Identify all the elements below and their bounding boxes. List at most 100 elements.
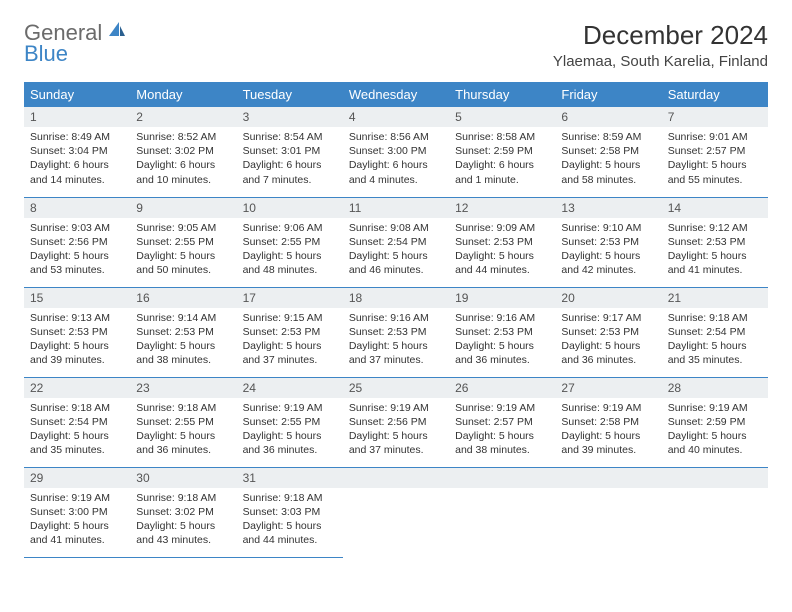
day-number: 27 [555, 378, 661, 398]
day-number: 1 [24, 107, 130, 127]
day-details: Sunrise: 9:19 AMSunset: 2:59 PMDaylight:… [662, 398, 768, 464]
sunrise-line: Sunrise: 9:01 AM [668, 130, 762, 144]
sunset-line: Sunset: 2:53 PM [136, 325, 230, 339]
sunrise-line: Sunrise: 9:16 AM [455, 311, 549, 325]
day-number: 19 [449, 288, 555, 308]
day-details: Sunrise: 9:18 AMSunset: 3:02 PMDaylight:… [130, 488, 236, 554]
day-details: Sunrise: 9:14 AMSunset: 2:53 PMDaylight:… [130, 308, 236, 374]
sunset-line: Sunset: 2:57 PM [455, 415, 549, 429]
calendar-cell: 13Sunrise: 9:10 AMSunset: 2:53 PMDayligh… [555, 197, 661, 287]
sunset-line: Sunset: 2:54 PM [668, 325, 762, 339]
daylight-line: Daylight: 6 hours and 7 minutes. [243, 158, 337, 186]
sunrise-line: Sunrise: 9:06 AM [243, 221, 337, 235]
sunrise-line: Sunrise: 8:56 AM [349, 130, 443, 144]
daylight-line: Daylight: 6 hours and 1 minute. [455, 158, 549, 186]
day-number: 20 [555, 288, 661, 308]
weekday-header: Sunday [24, 82, 130, 107]
sunset-line: Sunset: 2:54 PM [30, 415, 124, 429]
day-details: Sunrise: 9:12 AMSunset: 2:53 PMDaylight:… [662, 218, 768, 284]
daylight-line: Daylight: 5 hours and 37 minutes. [349, 339, 443, 367]
sunrise-line: Sunrise: 9:19 AM [243, 401, 337, 415]
daylight-line: Daylight: 5 hours and 55 minutes. [668, 158, 762, 186]
logo: General Blue [24, 20, 127, 65]
daylight-line: Daylight: 6 hours and 14 minutes. [30, 158, 124, 186]
calendar-row: 1Sunrise: 8:49 AMSunset: 3:04 PMDaylight… [24, 107, 768, 197]
logo-text: General Blue [24, 20, 127, 65]
sunset-line: Sunset: 3:00 PM [349, 144, 443, 158]
day-number: 24 [237, 378, 343, 398]
day-details: Sunrise: 9:18 AMSunset: 2:54 PMDaylight:… [662, 308, 768, 374]
calendar-cell: 22Sunrise: 9:18 AMSunset: 2:54 PMDayligh… [24, 377, 130, 467]
sunset-line: Sunset: 2:53 PM [243, 325, 337, 339]
day-number: 8 [24, 198, 130, 218]
daylight-line: Daylight: 5 hours and 36 minutes. [136, 429, 230, 457]
calendar-cell: 21Sunrise: 9:18 AMSunset: 2:54 PMDayligh… [662, 287, 768, 377]
sunrise-line: Sunrise: 8:49 AM [30, 130, 124, 144]
day-details: Sunrise: 9:08 AMSunset: 2:54 PMDaylight:… [343, 218, 449, 284]
sunrise-line: Sunrise: 9:18 AM [136, 401, 230, 415]
day-number: 11 [343, 198, 449, 218]
sunrise-line: Sunrise: 9:15 AM [243, 311, 337, 325]
daylight-line: Daylight: 5 hours and 44 minutes. [455, 249, 549, 277]
day-number: 14 [662, 198, 768, 218]
calendar-row: 29Sunrise: 9:19 AMSunset: 3:00 PMDayligh… [24, 467, 768, 557]
sunrise-line: Sunrise: 9:09 AM [455, 221, 549, 235]
day-details: Sunrise: 9:03 AMSunset: 2:56 PMDaylight:… [24, 218, 130, 284]
day-number: 10 [237, 198, 343, 218]
weekday-header: Saturday [662, 82, 768, 107]
calendar-cell-empty [449, 467, 555, 557]
sunset-line: Sunset: 2:53 PM [455, 325, 549, 339]
day-number: 29 [24, 468, 130, 488]
calendar-cell: 30Sunrise: 9:18 AMSunset: 3:02 PMDayligh… [130, 467, 236, 557]
day-number: 5 [449, 107, 555, 127]
calendar-cell: 14Sunrise: 9:12 AMSunset: 2:53 PMDayligh… [662, 197, 768, 287]
weekday-header: Wednesday [343, 82, 449, 107]
daylight-line: Daylight: 6 hours and 10 minutes. [136, 158, 230, 186]
day-number: 21 [662, 288, 768, 308]
day-number: 15 [24, 288, 130, 308]
calendar-cell: 2Sunrise: 8:52 AMSunset: 3:02 PMDaylight… [130, 107, 236, 197]
sunset-line: Sunset: 2:53 PM [668, 235, 762, 249]
daylight-line: Daylight: 5 hours and 42 minutes. [561, 249, 655, 277]
sunset-line: Sunset: 2:58 PM [561, 144, 655, 158]
calendar-cell: 4Sunrise: 8:56 AMSunset: 3:00 PMDaylight… [343, 107, 449, 197]
sunset-line: Sunset: 3:03 PM [243, 505, 337, 519]
daylight-line: Daylight: 5 hours and 36 minutes. [243, 429, 337, 457]
location: Ylaemaa, South Karelia, Finland [553, 53, 768, 70]
day-details: Sunrise: 9:19 AMSunset: 2:58 PMDaylight:… [555, 398, 661, 464]
day-details: Sunrise: 9:19 AMSunset: 2:55 PMDaylight:… [237, 398, 343, 464]
sunrise-line: Sunrise: 9:08 AM [349, 221, 443, 235]
day-details: Sunrise: 9:10 AMSunset: 2:53 PMDaylight:… [555, 218, 661, 284]
sunset-line: Sunset: 2:57 PM [668, 144, 762, 158]
calendar-body: 1Sunrise: 8:49 AMSunset: 3:04 PMDaylight… [24, 107, 768, 557]
daylight-line: Daylight: 5 hours and 37 minutes. [243, 339, 337, 367]
daylight-line: Daylight: 5 hours and 35 minutes. [30, 429, 124, 457]
logo-sail-icon [107, 20, 127, 40]
daylight-line: Daylight: 5 hours and 48 minutes. [243, 249, 337, 277]
day-number: 2 [130, 107, 236, 127]
day-number: 23 [130, 378, 236, 398]
day-details: Sunrise: 9:17 AMSunset: 2:53 PMDaylight:… [555, 308, 661, 374]
daylight-line: Daylight: 5 hours and 36 minutes. [561, 339, 655, 367]
daylight-line: Daylight: 5 hours and 43 minutes. [136, 519, 230, 547]
day-details: Sunrise: 9:16 AMSunset: 2:53 PMDaylight:… [343, 308, 449, 374]
sunrise-line: Sunrise: 9:19 AM [30, 491, 124, 505]
calendar-cell: 27Sunrise: 9:19 AMSunset: 2:58 PMDayligh… [555, 377, 661, 467]
day-number: 28 [662, 378, 768, 398]
sunset-line: Sunset: 2:53 PM [349, 325, 443, 339]
sunset-line: Sunset: 2:53 PM [561, 235, 655, 249]
day-details: Sunrise: 8:58 AMSunset: 2:59 PMDaylight:… [449, 127, 555, 193]
calendar-cell: 10Sunrise: 9:06 AMSunset: 2:55 PMDayligh… [237, 197, 343, 287]
daylight-line: Daylight: 5 hours and 41 minutes. [668, 249, 762, 277]
calendar-cell: 18Sunrise: 9:16 AMSunset: 2:53 PMDayligh… [343, 287, 449, 377]
calendar-cell: 23Sunrise: 9:18 AMSunset: 2:55 PMDayligh… [130, 377, 236, 467]
calendar-row: 22Sunrise: 9:18 AMSunset: 2:54 PMDayligh… [24, 377, 768, 467]
daylight-line: Daylight: 5 hours and 53 minutes. [30, 249, 124, 277]
sunrise-line: Sunrise: 9:18 AM [136, 491, 230, 505]
calendar-cell: 6Sunrise: 8:59 AMSunset: 2:58 PMDaylight… [555, 107, 661, 197]
calendar-cell: 9Sunrise: 9:05 AMSunset: 2:55 PMDaylight… [130, 197, 236, 287]
day-details: Sunrise: 9:16 AMSunset: 2:53 PMDaylight:… [449, 308, 555, 374]
day-number: 18 [343, 288, 449, 308]
sunset-line: Sunset: 2:55 PM [243, 415, 337, 429]
sunrise-line: Sunrise: 9:14 AM [136, 311, 230, 325]
